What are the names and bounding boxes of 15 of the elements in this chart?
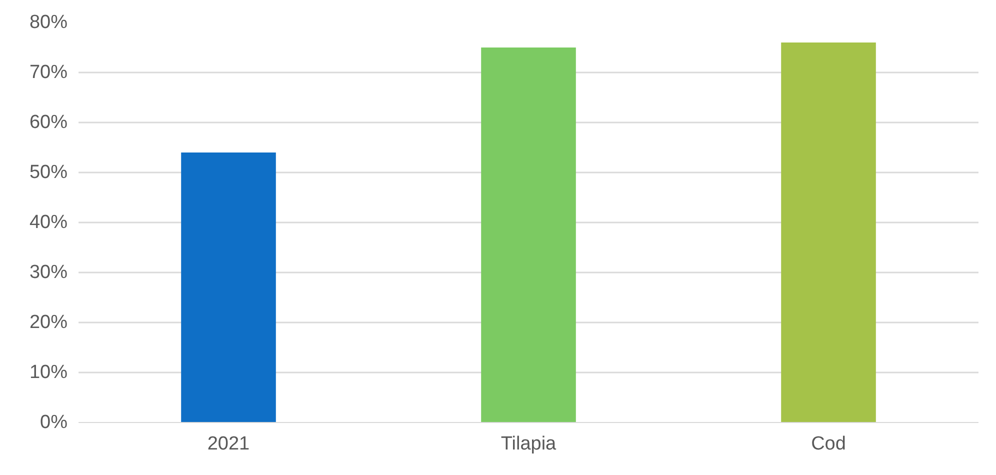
bar <box>781 42 876 422</box>
y-tick-label: 20% <box>29 312 68 333</box>
y-tick-label: 60% <box>29 112 68 133</box>
y-tick-label: 0% <box>40 412 68 433</box>
x-tick-label: Cod <box>811 434 846 454</box>
y-tick-label: 80% <box>29 12 68 33</box>
bar <box>181 152 276 422</box>
y-tick-label: 40% <box>29 212 68 233</box>
y-tick-label: 50% <box>29 162 68 183</box>
y-tick-label: 10% <box>29 362 68 383</box>
y-tick-label: 70% <box>29 62 68 83</box>
x-tick-label: Tilapia <box>500 434 557 454</box>
x-tick-label: 2021 <box>207 434 250 454</box>
bar <box>481 48 576 422</box>
y-tick-label: 30% <box>29 262 68 283</box>
